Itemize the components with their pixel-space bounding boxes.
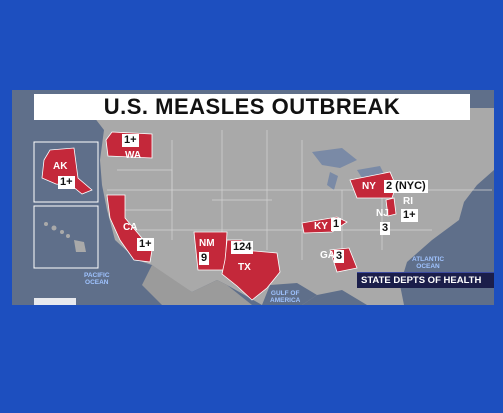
us-map [33, 108, 494, 305]
great-lakes [312, 148, 384, 190]
state-label-ak: AK [53, 161, 68, 172]
state-shape-ak [41, 147, 93, 195]
pacific-ocean-label: PACIFIC OCEAN [84, 272, 110, 287]
state-label-ga: GA [320, 250, 335, 261]
state-label-nj: NJ [376, 208, 389, 219]
state-label-ky: KY [314, 221, 328, 232]
source-banner: STATE DEPTS OF HEALTH [357, 272, 494, 288]
state-label-ny: NY [362, 181, 376, 192]
count-box-nm: 9 [199, 252, 210, 265]
count-box-ca: 1+ [137, 238, 154, 251]
mexico-land [142, 265, 252, 305]
gulf-label: GULF OF AMERICA [270, 290, 301, 305]
count-box-ky: 1 [331, 218, 342, 231]
hawaii-inset-frame [33, 205, 99, 269]
state-label-wa: WA [125, 150, 142, 161]
gulf-water [262, 283, 317, 305]
title-banner: U.S. MEASLES OUTBREAK [34, 94, 470, 120]
state-label-ri: RI [403, 196, 413, 207]
state-label-nm: NM [199, 238, 215, 249]
lower-third-stub [34, 298, 76, 305]
count-box-ny: 2 (NYC) [384, 180, 428, 193]
hawaii-islands [44, 222, 86, 252]
atlantic-ocean-label: ATLANTIC OCEAN [412, 256, 445, 271]
count-box-ri: 1+ [401, 209, 418, 222]
count-box-ga: 3 [334, 250, 345, 263]
state-shape-nj [385, 197, 397, 217]
count-box-wa: 1+ [122, 134, 139, 147]
count-box-ak: 1+ [58, 176, 75, 189]
state-label-tx: TX [238, 262, 251, 273]
north-america-land [87, 108, 494, 305]
source-credit: STATE DEPTS OF HEALTH [361, 275, 482, 286]
count-box-tx: 124 [231, 241, 254, 254]
state-label-ca: CA [123, 222, 138, 233]
map-panel: U.S. MEASLES OUTBREAK AK 1+ WA 1+ CA 1+ … [12, 90, 494, 305]
count-box-nj: 3 [380, 222, 391, 235]
map-title: U.S. MEASLES OUTBREAK [103, 94, 401, 119]
